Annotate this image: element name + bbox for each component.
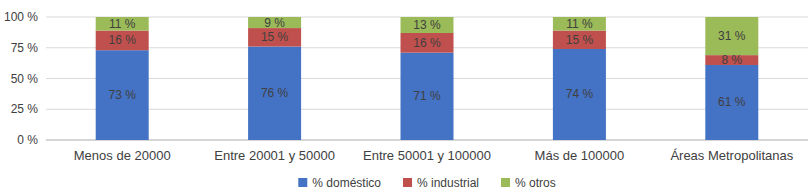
bar-segment — [705, 17, 758, 55]
bar-segment — [705, 65, 758, 140]
legend-label: % industrial — [417, 176, 479, 190]
tick-label: 100 % — [4, 10, 38, 24]
data-label: 76 % — [261, 86, 289, 100]
bar-segment — [401, 17, 454, 33]
category-label: Entre 20001 y 50000 — [214, 148, 335, 163]
data-label: 74 % — [566, 87, 594, 101]
data-label: 15 % — [261, 30, 289, 44]
data-label: 31 % — [718, 29, 746, 43]
bar-segment — [553, 49, 606, 140]
legend: % doméstico % industrial % otros — [298, 176, 555, 190]
data-label: 9 % — [264, 16, 285, 30]
data-label: 15 % — [566, 33, 594, 47]
tick-label: 0 % — [17, 133, 38, 147]
data-label: 8 % — [721, 53, 742, 67]
tick-label: 75 % — [11, 41, 39, 55]
data-label: 11 % — [566, 17, 593, 31]
legend-swatch — [403, 178, 412, 187]
data-label: 13 % — [413, 18, 441, 32]
bars — [96, 17, 759, 140]
bar-segment — [248, 28, 301, 46]
category-label: Más de 100000 — [535, 148, 625, 163]
data-label: 73 % — [109, 88, 137, 102]
bar-segment — [553, 31, 606, 49]
bar-segment — [248, 47, 301, 140]
category-label: Áreas Metropolitanas — [670, 148, 793, 163]
data-label: 11 % — [109, 17, 136, 31]
category-label: Entre 50001 y 100000 — [363, 148, 491, 163]
bar-segment — [553, 17, 606, 31]
data-label: 16 % — [413, 36, 441, 50]
tick-label: 25 % — [11, 102, 39, 116]
legend-label: % otros — [515, 176, 556, 190]
category-label: Menos de 20000 — [74, 148, 171, 163]
bar-segment — [96, 50, 149, 140]
data-label: 16 % — [109, 33, 137, 47]
bar-segment — [96, 17, 149, 31]
data-label: 71 % — [413, 89, 441, 103]
data-label: 61 % — [718, 95, 746, 109]
bar-segment — [401, 33, 454, 53]
tick-label: 50 % — [11, 72, 39, 86]
data-labels: 73 % 76 % 71 % 74 % 61 % 16 % 15 % 16 % 15 % 8 % 1… — [109, 16, 746, 110]
legend-swatch — [298, 178, 307, 187]
legend-swatch — [501, 178, 510, 187]
bar-segment — [401, 53, 454, 140]
legend-label: % doméstico — [312, 176, 381, 190]
bar-segment — [96, 31, 149, 51]
chart: 0 % 25 % 50 % 75 % 100 % 73 % 76 % 71 % 74 % 61 %… — [0, 0, 812, 192]
